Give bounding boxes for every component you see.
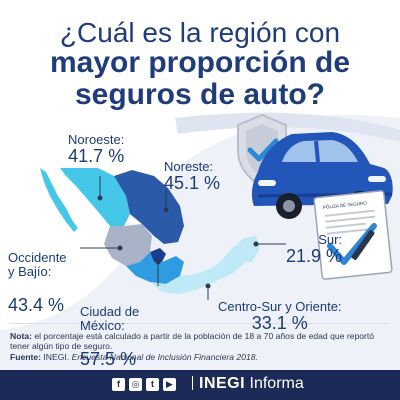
facebook-icon[interactable]: f (112, 378, 125, 391)
region-name: Sur: (318, 232, 343, 247)
leader-lines (80, 176, 286, 300)
brand-suffix: Informa (249, 375, 304, 392)
title-line-3: seguros de auto? (74, 77, 326, 111)
brand-logo: INEGI Informa (186, 375, 304, 393)
title-line-1: ¿Cuál es la región con (59, 17, 341, 48)
note-text: el porcentaje está calculado a partir de… (10, 331, 375, 352)
map-region-cdmx (150, 248, 166, 262)
region-name: Centro-Sur y Oriente: (218, 299, 342, 314)
note-line: Nota: el porcentaje está calculado a par… (10, 331, 394, 352)
region-name: Noroeste: (68, 132, 125, 147)
social-links: f ◎ t ▶ (112, 378, 176, 391)
source-label: Fuente: (10, 351, 42, 362)
source-title: Encuesta Nacional de Inclusión Financier… (71, 351, 258, 362)
label-cdmx: Ciudad de México: 57.5 % (80, 287, 139, 388)
map-region-noroeste (60, 168, 130, 226)
source-text: INEGI. (41, 351, 72, 362)
background-band (175, 112, 400, 142)
instagram-icon[interactable]: ◎ (129, 378, 142, 391)
map-region-centrosur (126, 252, 184, 284)
footnote: Nota: el porcentaje está calculado a par… (10, 331, 394, 362)
mexico-map (40, 168, 260, 294)
note-label: Nota: (10, 331, 32, 341)
source-line: Fuente: INEGI. Encuesta Nacional de Incl… (10, 352, 394, 362)
brand-name: INEGI (199, 375, 246, 392)
background-stripe (10, 323, 390, 324)
map-region-sur (150, 242, 252, 294)
label-occidente: Occidente y Bajío: 43.4 % (8, 233, 67, 334)
youtube-icon[interactable]: ▶ (163, 378, 176, 391)
brand-separator (192, 376, 193, 390)
label-sur: Sur: 21.9 % (286, 233, 342, 266)
map-region-baja (40, 168, 78, 232)
region-value: 21.9 % (286, 245, 343, 266)
region-value: 57.5 % (80, 349, 137, 370)
label-centrosur: Centro-Sur y Oriente: 33.1 % (218, 300, 342, 333)
footer-bar: f ◎ t ▶ INEGI Informa (0, 370, 400, 400)
page-title: ¿Cuál es la región con mayor proporción … (0, 18, 400, 110)
title-line-2: mayor proporción de (49, 46, 351, 80)
region-value: 41.7 % (68, 145, 125, 166)
policy-document-label: PÓLIZA DE SEGURO (323, 199, 368, 210)
map-region-occidente (104, 224, 152, 266)
map-region-noreste (114, 170, 184, 244)
region-name: Occidente y Bajío: (8, 250, 67, 279)
region-name: Noreste: (164, 159, 214, 174)
region-value: 33.1 % (251, 312, 308, 333)
policy-document-icon: PÓLIZA DE SEGURO (313, 190, 393, 280)
label-noreste: Noreste: 45.1 % (164, 160, 220, 193)
region-name: Ciudad de México: (80, 304, 140, 333)
label-noroeste: Noroeste: 41.7 % (68, 133, 124, 166)
map-region-yucatan (232, 236, 260, 262)
twitter-icon[interactable]: t (146, 378, 159, 391)
region-value: 45.1 % (164, 172, 221, 193)
region-value: 43.4 % (8, 295, 65, 316)
